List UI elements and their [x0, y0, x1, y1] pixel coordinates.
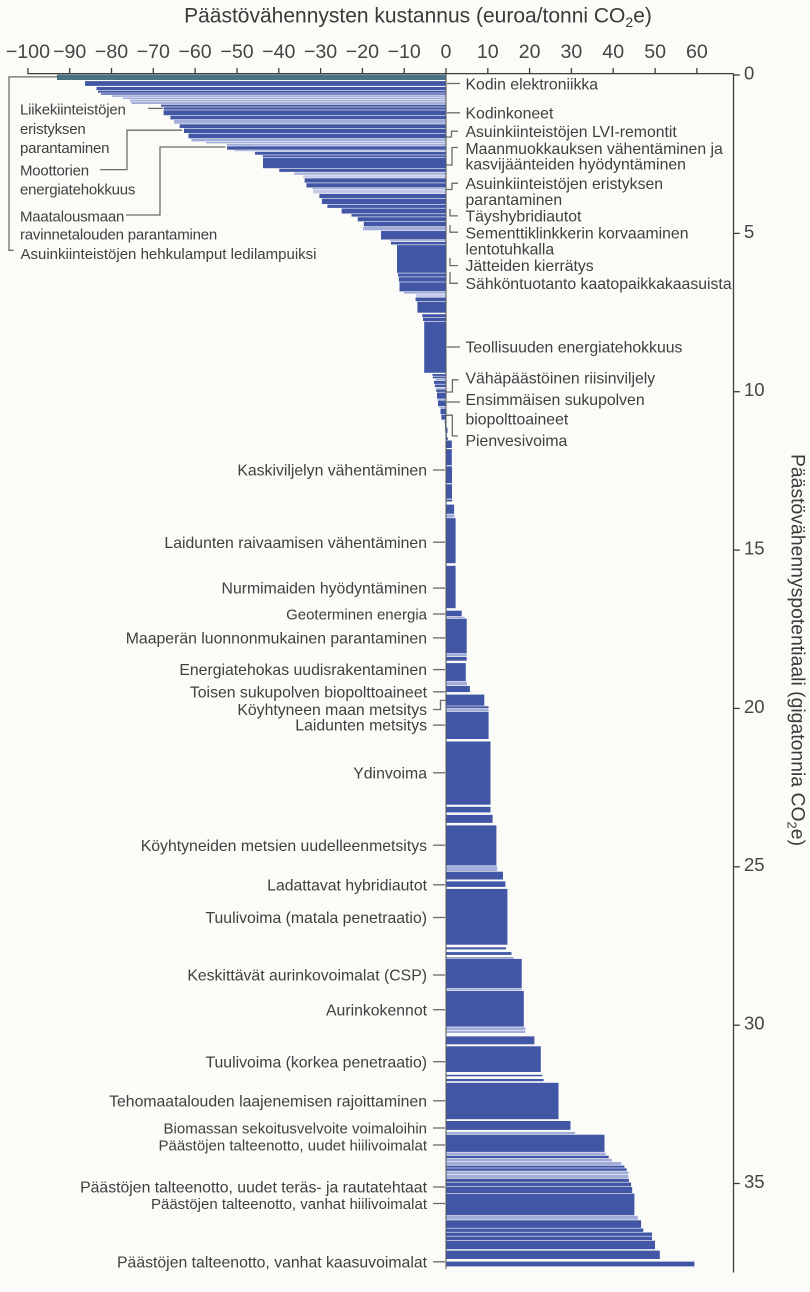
svg-text:Tehomaatalouden laajenemisen r: Tehomaatalouden laajenemisen rajoittamin…	[109, 1093, 427, 1110]
svg-text:−80: −80	[95, 41, 128, 63]
svg-text:0: 0	[441, 41, 452, 63]
svg-text:Nurmimaiden hyödyntäminen: Nurmimaiden hyödyntäminen	[222, 581, 427, 598]
svg-text:Päästövähennyspotentiaali (gig: Päästövähennyspotentiaali (gigatonnia CO…	[785, 454, 809, 846]
svg-text:10: 10	[744, 379, 765, 400]
svg-text:20: 20	[744, 696, 765, 717]
svg-text:Päästöjen talteenotto, vanhat: Päästöjen talteenotto, vanhat kaasuvoima…	[117, 1254, 428, 1271]
svg-text:Asuinkiinteistöjen LVI-remonti: Asuinkiinteistöjen LVI-remontit	[466, 124, 678, 141]
svg-text:−100: −100	[6, 41, 50, 63]
svg-text:5: 5	[744, 221, 754, 242]
svg-text:Köyhtyneen maan metsitys: Köyhtyneen maan metsitys	[237, 702, 427, 719]
svg-text:Kodin elektroniikka: Kodin elektroniikka	[466, 77, 599, 94]
svg-text:Laidunten metsitys: Laidunten metsitys	[295, 718, 427, 735]
svg-text:−70: −70	[137, 41, 170, 63]
svg-text:30: 30	[561, 41, 583, 63]
svg-text:Vähäpäästöinen riisinviljely: Vähäpäästöinen riisinviljely	[466, 371, 656, 388]
svg-text:Laidunten raivaamisen vähentäm: Laidunten raivaamisen vähentäminen	[164, 535, 427, 552]
svg-text:Tuulivoima (korkea penetraatio: Tuulivoima (korkea penetraatio)	[205, 1054, 427, 1071]
svg-text:−40: −40	[262, 41, 295, 63]
svg-text:−30: −30	[304, 41, 337, 63]
svg-text:Biomassan sekoitusvelvoite voi: Biomassan sekoitusvelvoite voimaloihin	[164, 1121, 427, 1138]
svg-text:Aurinkokennot: Aurinkokennot	[326, 1002, 428, 1019]
svg-text:−50: −50	[220, 41, 253, 63]
svg-text:Asuinkiinteistöjen eristyksen: Asuinkiinteistöjen eristyksen	[466, 176, 664, 193]
svg-text:energiatehokkuus: energiatehokkuus	[20, 182, 135, 199]
svg-text:Sementtiklinkkerin korvaaminen: Sementtiklinkkerin korvaaminen	[466, 226, 689, 243]
svg-text:10: 10	[477, 41, 499, 63]
svg-text:Keskittävät aurinkovoimalat (C: Keskittävät aurinkovoimalat (CSP)	[187, 968, 427, 985]
svg-text:Sähköntuotanto kaatopaikkakaas: Sähköntuotanto kaatopaikkakaasuista	[466, 276, 732, 293]
svg-text:parantaminen: parantaminen	[466, 192, 563, 209]
svg-text:Kaskiviljelyn vähentäminen: Kaskiviljelyn vähentäminen	[237, 463, 427, 480]
svg-text:40: 40	[602, 41, 624, 63]
svg-text:Moottorien: Moottorien	[20, 163, 89, 180]
svg-text:−10: −10	[388, 41, 421, 63]
svg-text:Köyhtyneiden metsien uudelleen: Köyhtyneiden metsien uudelleenmetsitys	[141, 838, 427, 855]
svg-text:20: 20	[519, 41, 541, 63]
svg-text:0: 0	[744, 62, 754, 83]
svg-text:Ladattavat hybridiautot: Ladattavat hybridiautot	[267, 877, 427, 894]
svg-text:Asuinkiinteistöjen hehkulamput: Asuinkiinteistöjen hehkulamput ledilampu…	[21, 246, 317, 263]
svg-text:−20: −20	[346, 41, 379, 63]
svg-text:Jätteiden kierrätys: Jätteiden kierrätys	[466, 258, 594, 275]
svg-text:−90: −90	[53, 41, 86, 63]
svg-text:Maaperän luonnonmukainen paran: Maaperän luonnonmukainen parantaminen	[126, 631, 427, 648]
svg-text:Täyshybridiautot: Täyshybridiautot	[466, 209, 583, 226]
svg-text:50: 50	[644, 41, 666, 63]
svg-text:Päästöjen talteenotto, uudet t: Päästöjen talteenotto, uudet teräs- ja r…	[80, 1180, 428, 1197]
svg-text:15: 15	[744, 538, 765, 559]
svg-text:Tuulivoima (matala penetraatio: Tuulivoima (matala penetraatio)	[205, 910, 427, 927]
svg-text:Maanmuokkauksen vähentäminen j: Maanmuokkauksen vähentäminen ja	[466, 141, 724, 158]
svg-text:eristyksen: eristyksen	[20, 121, 86, 138]
svg-text:Pienvesivoima: Pienvesivoima	[466, 433, 568, 450]
svg-text:Ensimmäisen sukupolven: Ensimmäisen sukupolven	[466, 392, 645, 409]
svg-text:Päästöjen talteenotto, uudet h: Päästöjen talteenotto, uudet hiilivoimal…	[158, 1138, 427, 1155]
svg-text:Päästövähennysten kustannus (e: Päästövähennysten kustannus (euroa/tonni…	[184, 5, 652, 30]
svg-text:Teollisuuden energiatehokkuus: Teollisuuden energiatehokkuus	[466, 340, 683, 357]
svg-text:−60: −60	[178, 41, 211, 63]
svg-text:Geoterminen energia: Geoterminen energia	[286, 607, 428, 624]
svg-text:Päästöjen talteenotto, vanhat: Päästöjen talteenotto, vanhat hiilivoima…	[151, 1196, 428, 1213]
svg-text:Liikekiinteistöjen: Liikekiinteistöjen	[20, 102, 126, 119]
svg-text:Kodinkoneet: Kodinkoneet	[466, 105, 554, 122]
svg-text:ravinnetalouden parantaminen: ravinnetalouden parantaminen	[20, 227, 217, 244]
svg-text:Maatalousmaan: Maatalousmaan	[20, 209, 124, 226]
svg-text:30: 30	[744, 1013, 765, 1034]
svg-text:35: 35	[744, 1171, 765, 1192]
svg-text:Toisen sukupolven biopolttoain: Toisen sukupolven biopolttoaineet	[190, 684, 428, 701]
svg-text:60: 60	[686, 41, 708, 63]
svg-text:parantaminen: parantaminen	[20, 140, 109, 157]
svg-text:Ydinvoima: Ydinvoima	[353, 765, 427, 782]
svg-text:25: 25	[744, 854, 765, 875]
svg-text:Energiatehokas uudisrakentamin: Energiatehokas uudisrakentaminen	[179, 662, 427, 679]
svg-text:biopolttoaineet: biopolttoaineet	[466, 412, 569, 429]
svg-text:kasvijäänteiden hyödyntäminen: kasvijäänteiden hyödyntäminen	[466, 157, 686, 174]
svg-text:lentotuhkalla: lentotuhkalla	[466, 242, 555, 259]
